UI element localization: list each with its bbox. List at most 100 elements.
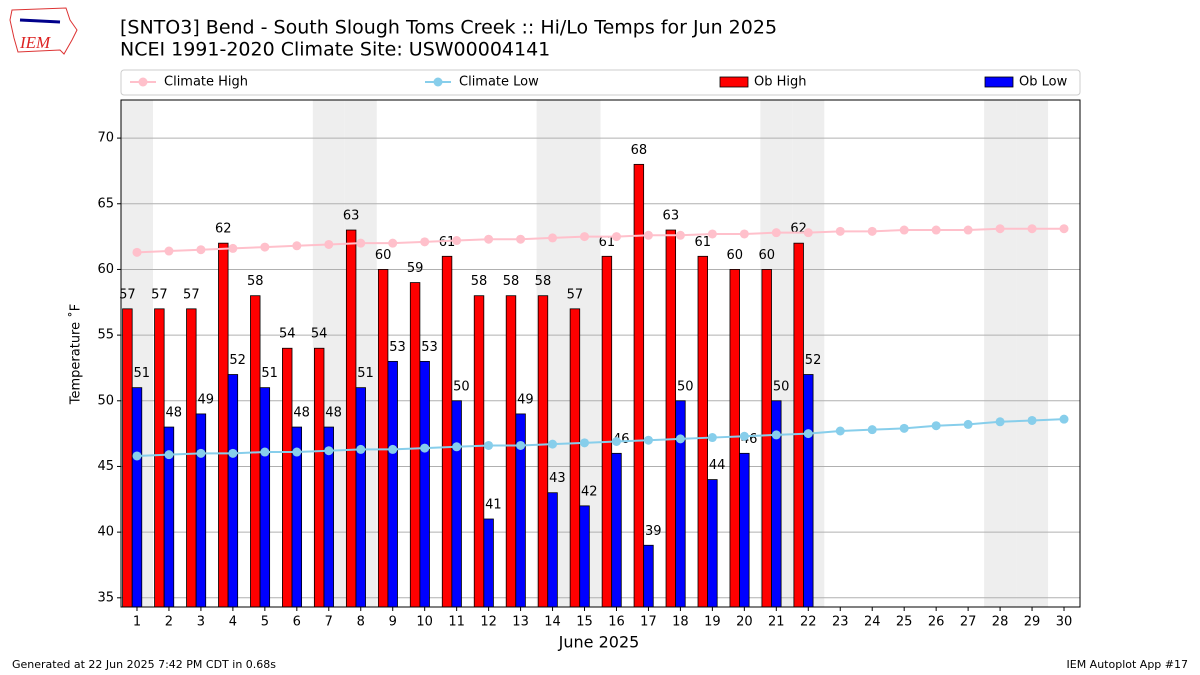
data-label: 48 (325, 406, 342, 421)
data-label: 41 (485, 497, 502, 512)
line-point (196, 448, 206, 458)
x-tick-label: 17 (640, 615, 657, 630)
bar (186, 308, 197, 608)
data-label: 63 (343, 209, 360, 224)
data-label: 58 (503, 274, 520, 289)
data-label: 58 (247, 274, 264, 289)
line-point (1059, 224, 1069, 234)
bar (793, 242, 804, 608)
bar (154, 308, 165, 608)
data-label: 49 (197, 392, 214, 407)
x-tick-label: 23 (832, 615, 849, 630)
line-point (260, 242, 270, 252)
line-point (931, 421, 941, 431)
data-label: 49 (517, 392, 534, 407)
legend-swatch (719, 76, 749, 88)
bar (739, 452, 750, 608)
data-label: 61 (695, 235, 712, 250)
x-tick-label: 21 (768, 615, 785, 630)
line-point (739, 229, 749, 239)
x-tick-label: 4 (229, 615, 237, 630)
line-point (452, 442, 462, 452)
bar (313, 347, 325, 608)
data-label: 51 (134, 366, 151, 381)
x-tick-label: 19 (704, 615, 721, 630)
data-label: 60 (758, 248, 775, 263)
line-point (356, 238, 366, 248)
logo-text: IEM (19, 33, 51, 52)
line-point (803, 228, 813, 238)
line-point (931, 225, 941, 235)
x-tick-label: 2 (165, 615, 173, 630)
line-point (643, 435, 653, 445)
x-tick-label: 24 (864, 615, 881, 630)
line-point (867, 425, 877, 435)
bar (419, 360, 430, 608)
x-tick-label: 14 (544, 615, 561, 630)
bar (803, 374, 814, 608)
legend-swatch (433, 77, 443, 87)
line-point (1027, 224, 1037, 234)
x-tick-label: 28 (992, 615, 1009, 630)
weekend-shade (1016, 100, 1049, 607)
line-point (835, 426, 845, 436)
line-point (867, 226, 877, 236)
bar (611, 452, 622, 608)
data-label: 57 (183, 287, 200, 302)
footer-left: Generated at 22 Jun 2025 7:42 PM CDT in … (12, 658, 276, 671)
line-point (516, 234, 526, 244)
data-label: 58 (535, 274, 552, 289)
data-label: 63 (663, 209, 680, 224)
chart-subtitle: NCEI 1991-2020 Climate Site: USW00004141 (120, 39, 550, 61)
line-point (228, 448, 238, 458)
line-point (771, 430, 781, 440)
footer-right: IEM Autoplot App #17 (1067, 658, 1189, 671)
x-tick-label: 5 (261, 615, 269, 630)
line-point (675, 230, 685, 240)
line-point (196, 245, 206, 255)
y-axis-label: Temperature ˚F (68, 304, 84, 405)
bar (473, 295, 485, 608)
bar (643, 544, 654, 608)
y-tick-label: 40 (97, 525, 114, 540)
line-point (707, 229, 717, 239)
line-point (484, 234, 494, 244)
line-point (132, 247, 142, 257)
line-point (707, 433, 717, 443)
legend-label: Climate Low (459, 75, 539, 90)
y-tick-label: 65 (97, 196, 114, 211)
line-point (292, 241, 302, 251)
line-point (643, 230, 653, 240)
line-point (324, 446, 334, 456)
data-label: 53 (389, 340, 406, 355)
line-point (548, 233, 558, 243)
data-label: 43 (549, 471, 566, 486)
x-tick-label: 10 (416, 615, 433, 630)
line-point (452, 236, 462, 246)
legend-label: Ob High (754, 75, 807, 90)
bar (377, 269, 389, 608)
weekend-shade (984, 100, 1017, 607)
line-point (1027, 415, 1037, 425)
data-label: 50 (453, 379, 470, 394)
data-label: 57 (119, 287, 136, 302)
plot-frame (120, 99, 1081, 608)
data-label: 50 (677, 379, 694, 394)
line-point (132, 451, 142, 461)
bar (218, 242, 229, 608)
bar (761, 269, 772, 608)
bar (195, 413, 207, 608)
data-label: 50 (773, 379, 790, 394)
x-tick-label: 15 (576, 615, 593, 630)
line-point (899, 423, 909, 433)
line-point (164, 246, 174, 256)
line-point (516, 440, 526, 450)
data-label: 48 (293, 406, 310, 421)
x-tick-label: 6 (293, 615, 301, 630)
x-tick-label: 25 (896, 615, 913, 630)
bar (122, 308, 133, 608)
data-label: 52 (229, 353, 246, 368)
bar (483, 518, 494, 608)
bar (227, 374, 239, 608)
data-label: 51 (261, 366, 278, 381)
